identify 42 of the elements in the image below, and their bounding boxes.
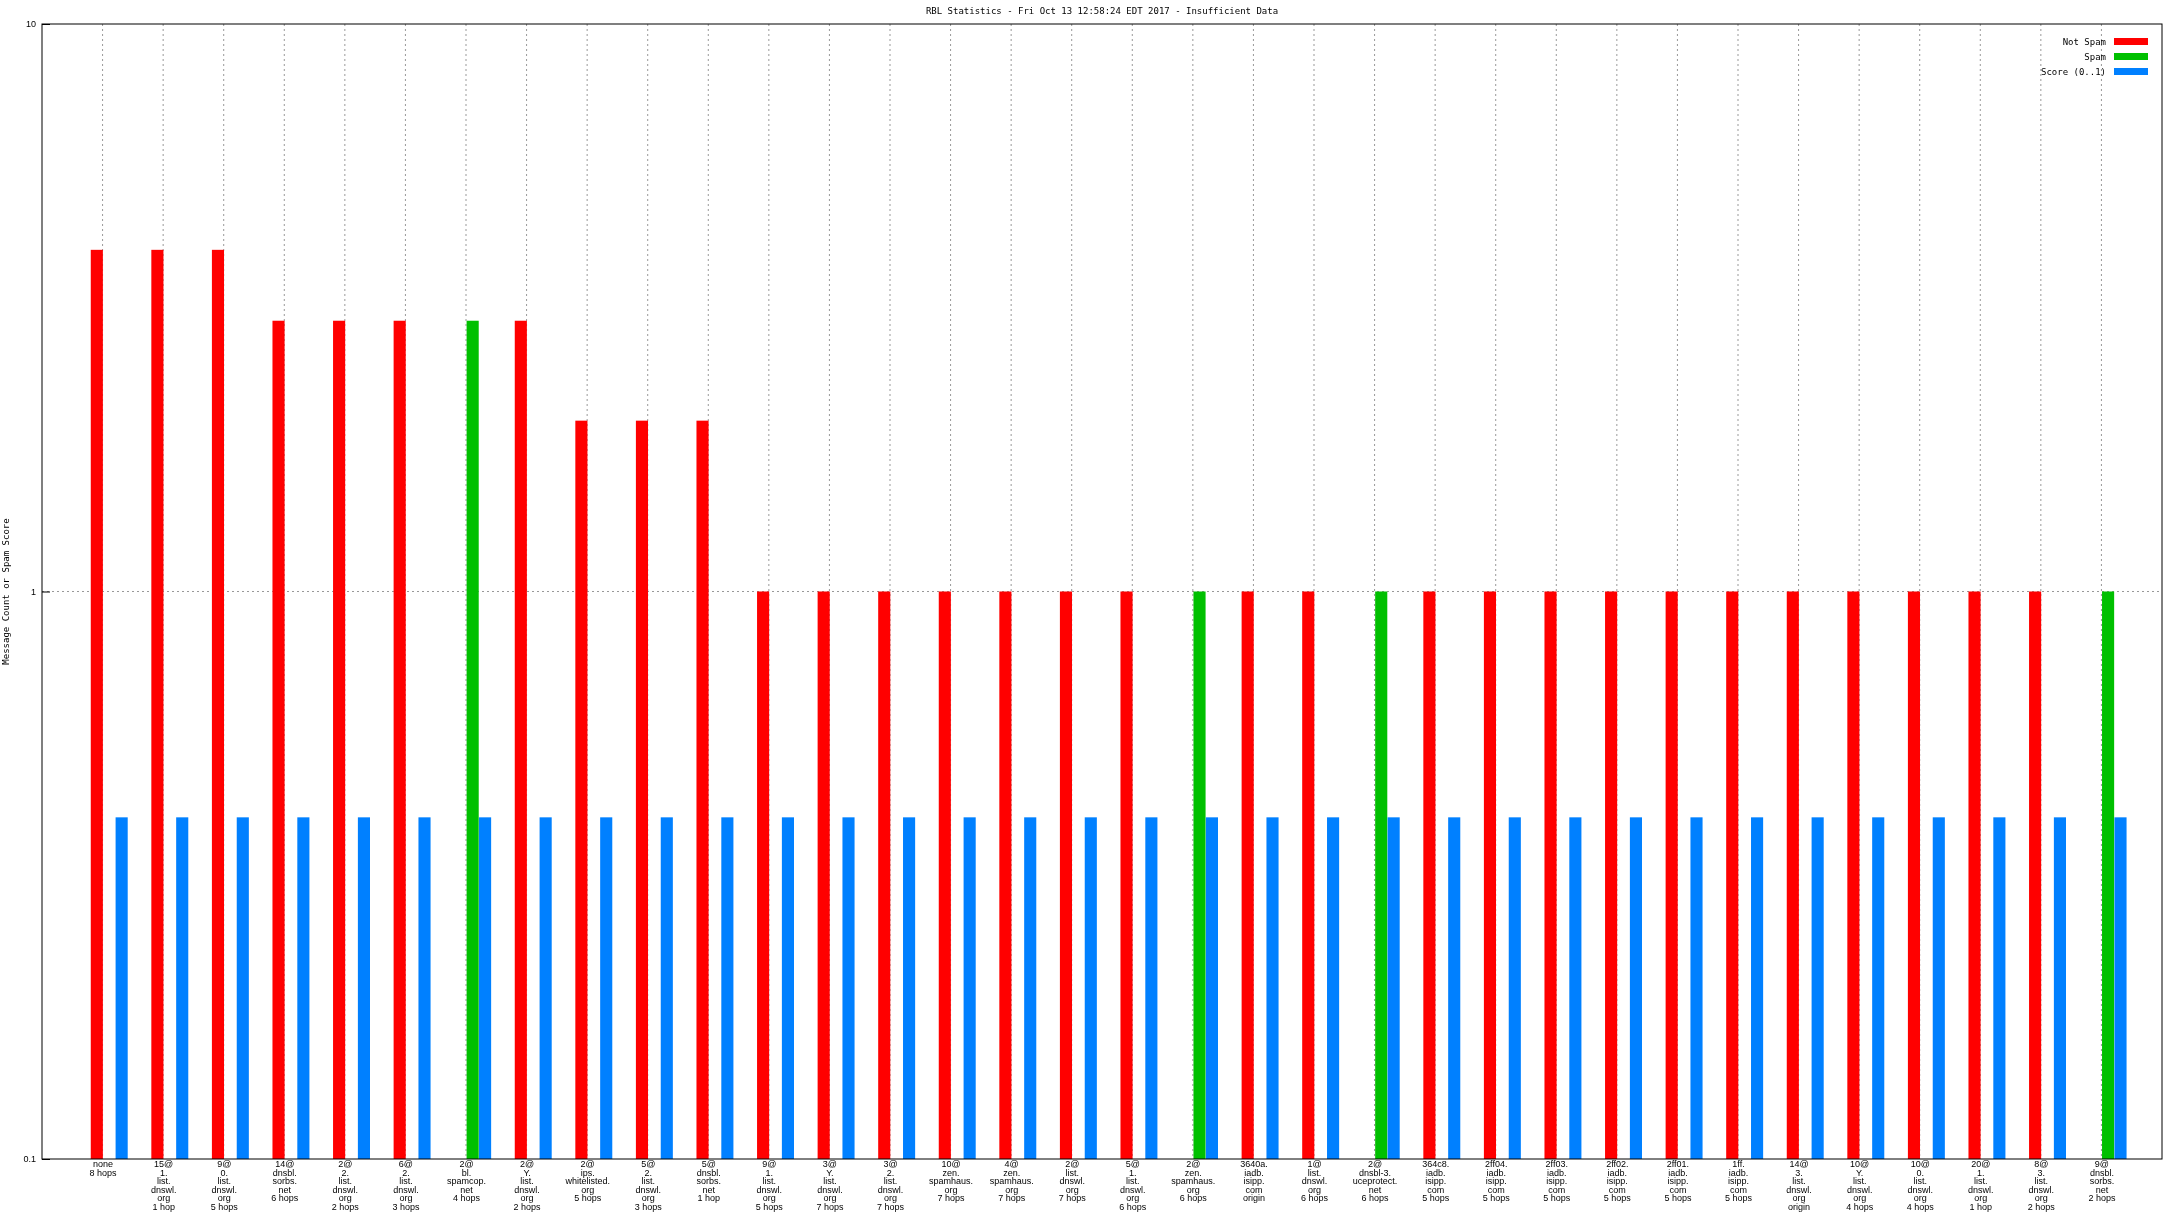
x-tick-label: 2@ list. dnswl. org 7 hops	[1058, 1159, 1087, 1204]
x-tick-label: 6@ 2. list. dnswl. org 3 hops	[392, 1159, 420, 1212]
legend-label: Spam	[2084, 52, 2106, 62]
x-tick-label: 4@ zen. spamhaus. org 7 hops	[989, 1159, 1034, 1204]
x-tick-label: 14@ dnsbl. sorbs. net 6 hops	[271, 1159, 299, 1204]
x-tick-label: 2ff04. iadb. isipp. com 5 hops	[1482, 1159, 1511, 1204]
x-tick-label: 1@ list. dnswl. org 6 hops	[1300, 1159, 1329, 1204]
x-tick-label: 2@ bl. spamcop. net 4 hops	[446, 1159, 487, 1204]
y-axis-title: Message Count or Spam Score	[1, 518, 11, 665]
y-tick-label: 10	[25, 19, 36, 30]
x-tick-label: 3@ 2. list. dnswl. org 7 hops	[876, 1159, 905, 1212]
x-tick-label: 3@ Y. list. dnswl. org 7 hops	[816, 1159, 844, 1212]
x-tick-label: 2@ ips. whitelisted. org 5 hops	[564, 1159, 610, 1204]
x-tick-label: 14@ 3. list. dnswl. org origin	[1786, 1159, 1812, 1212]
y-tick-label: 1	[30, 586, 36, 597]
x-tick-label: 10@ zen. spamhaus. org 7 hops	[929, 1159, 974, 1204]
x-tick-label: 2@ 2. list. dnswl. org 2 hops	[331, 1159, 360, 1212]
x-tick-label: 9@ 0. list. dnswl. org 5 hops	[210, 1159, 239, 1212]
x-tick-label: 1ff. iadb. isipp. com 5 hops	[1724, 1159, 1753, 1204]
x-tick-label: 9@ 1. list. dnswl. org 5 hops	[755, 1159, 784, 1212]
x-tick-label: 5@ dnsbl. sorbs. net 1 hop	[696, 1159, 722, 1204]
x-tick-label: 8@ 3. list. dnswl. org 2 hops	[2027, 1159, 2056, 1212]
x-tick-label: none 8 hops	[89, 1159, 118, 1178]
x-tick-label: 2ff03. iadb. isipp. com 5 hops	[1543, 1159, 1571, 1204]
x-tick-label: 2ff01. iadb. isipp. com 5 hops	[1664, 1159, 1692, 1204]
x-tick-label: 2@ dnsbl-3. uceprotect. net 6 hops	[1352, 1159, 1398, 1204]
x-tick-label: 364c8. iadb. isipp. com 5 hops	[1422, 1159, 1450, 1204]
x-tick-label: 2@ Y. list. dnswl. org 2 hops	[513, 1159, 542, 1212]
x-tick-label: 2ff02. iadb. isipp. com 5 hops	[1603, 1159, 1632, 1204]
x-tick-label: 10@ Y. list. dnswl. org 4 hops	[1846, 1159, 1874, 1212]
chart-title: RBL Statistics - Fri Oct 13 12:58:24 EDT 2017 - Insufficient Data	[925, 6, 1279, 16]
y-tick-label: 0.1	[23, 1154, 36, 1165]
legend-label: Score (0..1)	[2040, 67, 2106, 77]
x-tick-label: 10@ 0. list. dnswl. org 4 hops	[1906, 1159, 1935, 1212]
x-tick-label: 3640a. iadb. isipp. com origin	[1240, 1159, 1268, 1204]
legend-label: Not Spam	[2062, 37, 2106, 47]
x-tick-label: 20@ 1. list. dnswl. org 1 hop	[1968, 1159, 1994, 1212]
x-tick-label: 2@ zen. spamhaus. org 6 hops	[1171, 1159, 1216, 1204]
x-tick-label: 9@ dnsbl. sorbs. net 2 hops	[2088, 1159, 2116, 1204]
x-tick-label: 5@ 2. list. dnswl. org 3 hops	[634, 1159, 663, 1212]
x-tick-label: 5@ 1. list. dnswl. org 6 hops	[1119, 1159, 1147, 1212]
x-tick-label: 15@ 1. list. dnswl. org 1 hop	[150, 1159, 177, 1212]
